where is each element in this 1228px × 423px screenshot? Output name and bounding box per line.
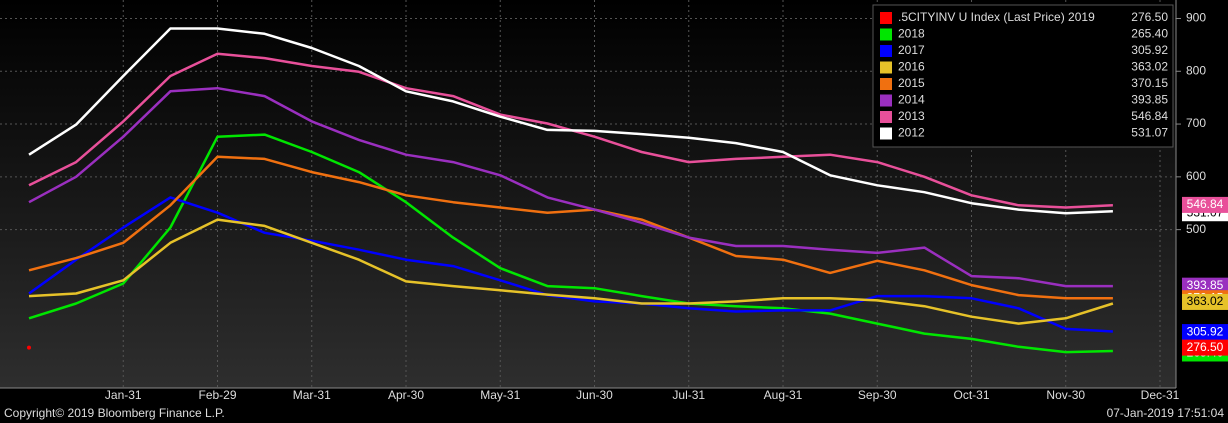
legend-box <box>872 4 1174 148</box>
copyright: Copyright© 2019 Bloomberg Finance L.P. <box>4 406 225 420</box>
legend-value: 393.85 <box>1131 93 1168 107</box>
series-line <box>28 133 1113 354</box>
series-line <box>28 86 1113 288</box>
legend-label: 2016 <box>898 60 925 74</box>
y-tick-label: 600 <box>1186 169 1206 183</box>
value-badge <box>1182 277 1228 294</box>
y-tick-label: 800 <box>1186 63 1206 77</box>
legend-label: .5CITYINV U Index (Last Price) 2019 <box>898 10 1095 24</box>
timestamp: 07-Jan-2019 17:51:04 <box>1107 406 1225 420</box>
x-tick-label: Nov-30 <box>1046 388 1085 402</box>
x-tick-label: May-31 <box>480 388 520 402</box>
legend-swatch <box>880 12 892 24</box>
legend-swatch <box>880 111 892 123</box>
x-tick-label: Jun-30 <box>576 388 613 402</box>
legend-value: 363.02 <box>1131 60 1168 74</box>
value-badge <box>1182 324 1228 341</box>
legend-label: 2017 <box>898 43 925 57</box>
x-tick-label: Apr-30 <box>388 388 424 402</box>
x-tick-label: Sep-30 <box>858 388 897 402</box>
legend-value: 531.07 <box>1131 126 1168 140</box>
legend-swatch <box>880 45 892 57</box>
x-tick-label: Dec-31 <box>1141 388 1180 402</box>
value-badge <box>1182 196 1228 213</box>
legend-value: 370.15 <box>1131 76 1168 90</box>
value-badge <box>1182 339 1228 356</box>
legend-swatch <box>880 78 892 90</box>
x-tick-label: Mar-31 <box>293 388 331 402</box>
x-tick-label: Aug-31 <box>764 388 803 402</box>
series-line <box>28 218 1114 325</box>
value-badge <box>1182 293 1228 310</box>
value-badge-label: 276.50 <box>1187 340 1224 354</box>
legend-label: 2015 <box>898 76 925 90</box>
x-tick-label: Feb-29 <box>198 388 236 402</box>
series-point <box>27 345 31 350</box>
y-tick-label: 700 <box>1186 116 1206 130</box>
legend-label: 2014 <box>898 93 925 107</box>
x-tick-label: Jan-31 <box>105 388 142 402</box>
legend-swatch <box>880 94 892 107</box>
legend-value: 305.92 <box>1131 43 1168 57</box>
value-badge-label: 305.92 <box>1187 324 1224 338</box>
value-badge-label: 363.02 <box>1187 294 1224 308</box>
legend-label: 2018 <box>898 27 925 41</box>
legend-swatch <box>880 127 892 140</box>
legend-value: 546.84 <box>1131 109 1168 123</box>
y-tick-label: 500 <box>1186 222 1206 236</box>
series-line <box>28 155 1113 300</box>
legend-swatch <box>880 28 892 41</box>
legend-value: 265.40 <box>1131 27 1168 41</box>
legend-label: 2013 <box>898 109 925 123</box>
value-badge-label: 393.85 <box>1187 278 1224 292</box>
series-line <box>28 27 1113 215</box>
value-badge-label: 546.84 <box>1187 197 1224 211</box>
series-line <box>28 196 1113 333</box>
x-tick-label: Oct-31 <box>953 388 989 402</box>
x-tick-label: Jul-31 <box>672 388 705 402</box>
legend-swatch <box>880 61 892 74</box>
y-tick-label: 900 <box>1186 11 1206 25</box>
legend-label: 2012 <box>898 126 925 140</box>
legend-value: 276.50 <box>1131 10 1168 24</box>
